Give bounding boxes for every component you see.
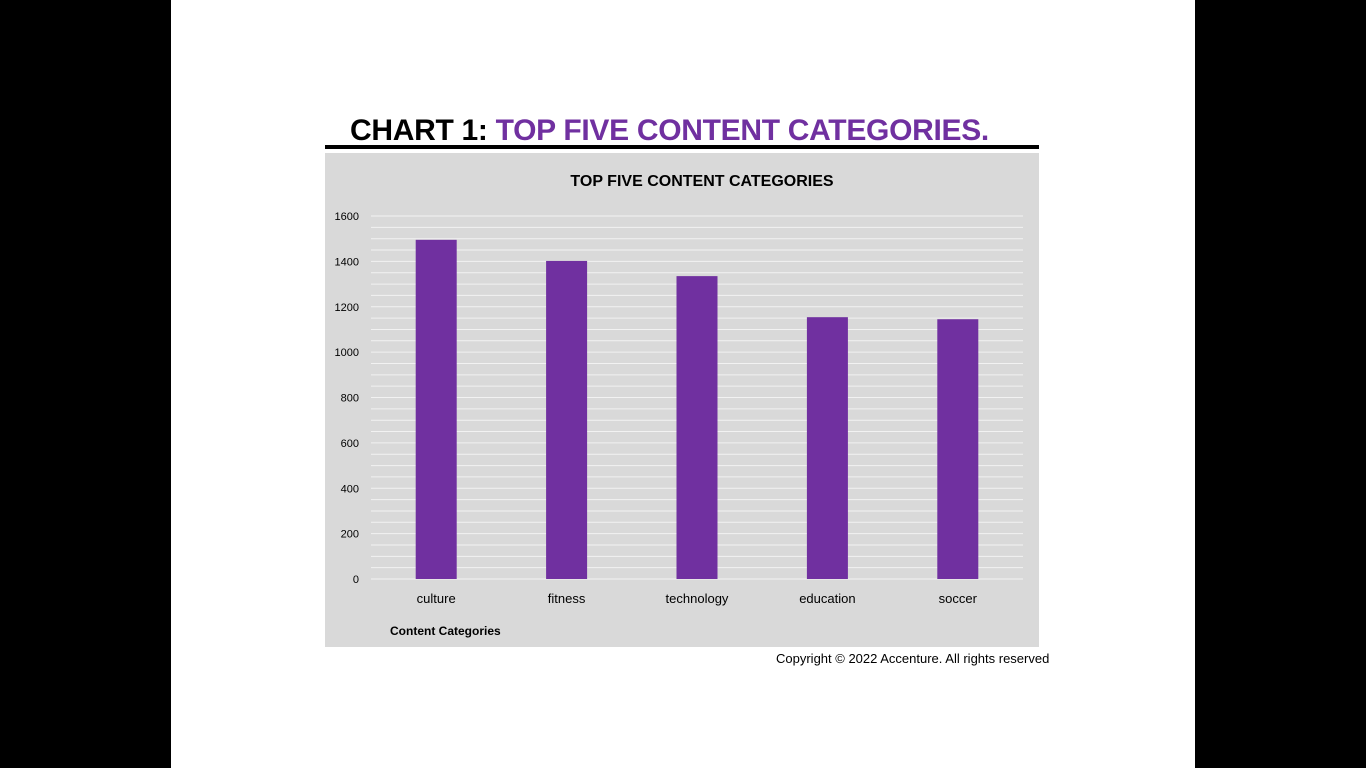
- bar-education: [806, 317, 848, 579]
- y-tick-label: 600: [341, 438, 359, 450]
- x-axis-tick-labels: culture fitness technology education soccer: [417, 591, 978, 606]
- bar-chart: TOP FIVE CONTENT CATEGORIES 0 200 400 600 80…: [335, 173, 1023, 638]
- x-tick-label: fitness: [548, 591, 586, 606]
- bar-technology: [676, 276, 718, 579]
- bar-soccer: [937, 319, 979, 579]
- bars: [415, 239, 979, 579]
- y-axis-tick-labels: 0 200 400 600 800 1000 1200 1400 1600: [335, 211, 359, 586]
- slide-title: CHART 1: TOP FIVE CONTENT CATEGORIES.: [350, 112, 989, 150]
- x-axis-label: Content Categories: [390, 624, 501, 638]
- slide-title-main: TOP FIVE CONTENT CATEGORIES.: [495, 114, 990, 147]
- slide-title-prefix: CHART 1:: [350, 114, 496, 147]
- y-tick-label: 400: [341, 483, 359, 495]
- y-tick-label: 0: [353, 574, 359, 586]
- y-tick-label: 800: [341, 393, 359, 405]
- x-tick-label: soccer: [939, 591, 978, 606]
- chart-title: TOP FIVE CONTENT CATEGORIES: [570, 173, 833, 190]
- y-tick-label: 1200: [335, 302, 359, 314]
- chart-panel: TOP FIVE CONTENT CATEGORIES 0 200 400 600 80…: [325, 153, 1039, 647]
- x-tick-label: education: [799, 591, 855, 606]
- title-underline: [325, 145, 1039, 149]
- bar-culture: [415, 239, 457, 579]
- bar-fitness: [546, 260, 588, 579]
- y-tick-label: 1400: [335, 256, 359, 268]
- slide: CHART 1: TOP FIVE CONTENT CATEGORIES. TO…: [171, 0, 1195, 768]
- copyright-notice: Copyright © 2022 Accenture. All rights r…: [776, 651, 1050, 666]
- y-tick-label: 200: [341, 529, 359, 541]
- y-tick-label: 1000: [335, 347, 359, 359]
- x-tick-label: culture: [417, 591, 456, 606]
- x-tick-label: technology: [666, 591, 729, 606]
- y-tick-label: 1600: [335, 211, 359, 223]
